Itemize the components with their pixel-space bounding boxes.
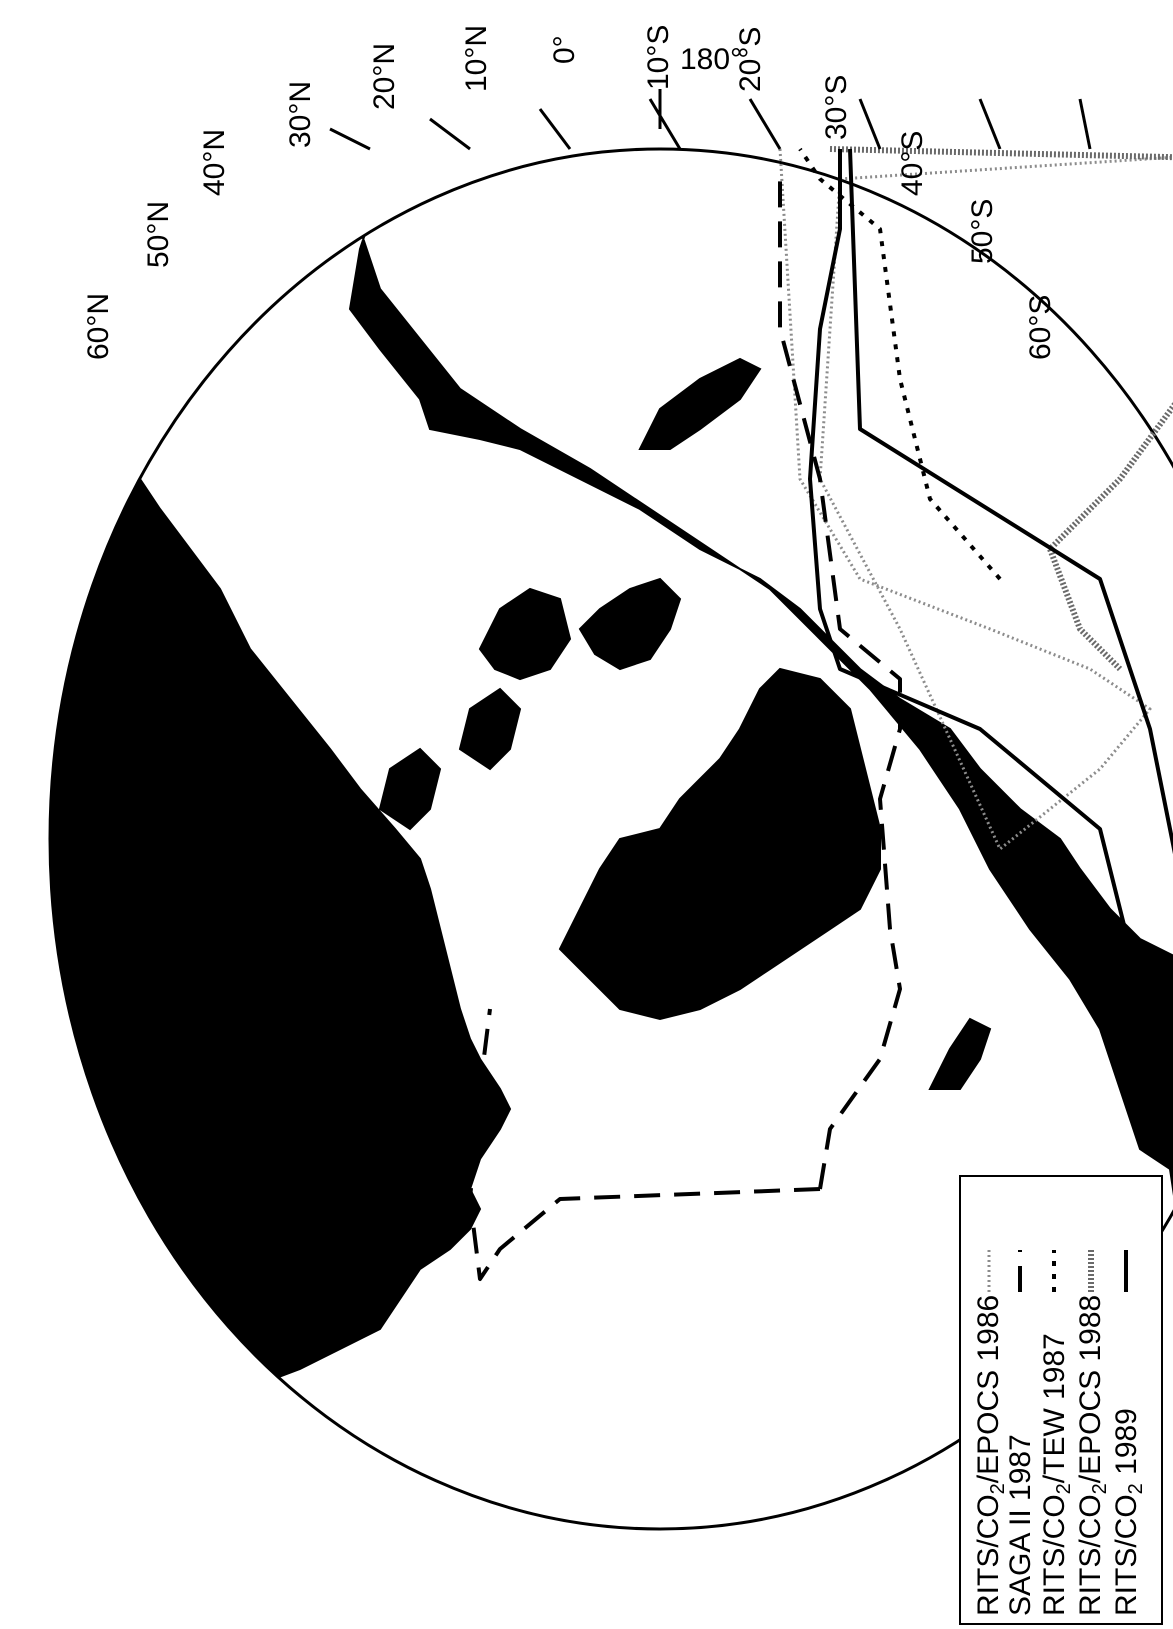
track-rits-epocs-1986 [778,147,1173,851]
legend-item-1988: RITS/CO2/EPOCS 1988 [1074,1295,1111,1616]
new-guinea-landmass [578,577,682,671]
indonesia-islands [378,587,572,831]
lat-label-60s: 60°S [1024,295,1057,360]
legend-box [959,1175,1163,1625]
track-saga-ii-1987 [778,179,902,1190]
lat-label-20s: 20°S [734,27,767,92]
latitude-label-texts: 60°N 50°N 40°N 30°N 20°N 10°N 0° 10°S 20… [82,25,1057,360]
cruise-tracks [468,146,1173,1530]
lat-tick [538,108,572,150]
lat-label-40n: 40°N [198,129,231,196]
australia-landmass [558,667,881,1021]
meridian-180-label: 180° [680,43,742,76]
lat-tick [429,117,471,151]
lat-label-50n: 50°N [142,201,175,268]
lat-tick [329,127,371,151]
legend-item-1989: RITS/CO2 1989 [1110,1408,1147,1616]
lat-label-10n: 10°N [460,25,493,92]
lat-tick [858,98,882,150]
legend-label: RITS/CO2 1989 [1110,1408,1147,1616]
legend-item-1986: RITS/CO2/EPOCS 1986 [972,1295,1009,1616]
lat-tick [648,98,682,150]
track-saga-ii-1987-south [468,1008,821,1281]
lat-label-50s: 50°S [966,199,999,264]
north-america-landmass [78,149,1173,1171]
lat-label-30s: 30°S [820,75,853,140]
japan-islands [638,357,762,450]
track-rits-1989 [808,149,1173,1530]
legend-label: RITS/CO2/TEW 1987 [1038,1333,1075,1616]
legend-label: RITS/CO2/EPOCS 1986 [972,1295,1009,1616]
lat-label-40s: 40°S [896,131,929,196]
lat-label-0: 0° [548,35,581,64]
latitude-labels [329,98,1092,151]
lat-label-10s: 10°S [642,25,675,90]
lat-label-30n: 30°N [284,81,317,148]
lat-tick [1078,98,1092,150]
legend-label: SAGA II 1987 [1004,1434,1037,1616]
legend-item-saga-1987: SAGA II 1987 [1004,1434,1037,1616]
legend-item-tew-1987: RITS/CO2/TEW 1987 [1038,1333,1075,1616]
antarctica-landmass [59,1427,303,1529]
lat-tick [748,98,782,150]
lat-label-60n: 60°N [82,293,115,360]
legend-label: RITS/CO2/EPOCS 1988 [1074,1295,1111,1616]
legend: RITS/CO2/EPOCS 1986 SAGA II 1987 RITS/CO… [959,1175,1163,1625]
track-rits-1989-east [848,148,1173,1130]
lat-label-20n: 20°N [368,43,401,110]
lat-tick [978,98,1002,150]
new-zealand-islands [928,1017,992,1090]
